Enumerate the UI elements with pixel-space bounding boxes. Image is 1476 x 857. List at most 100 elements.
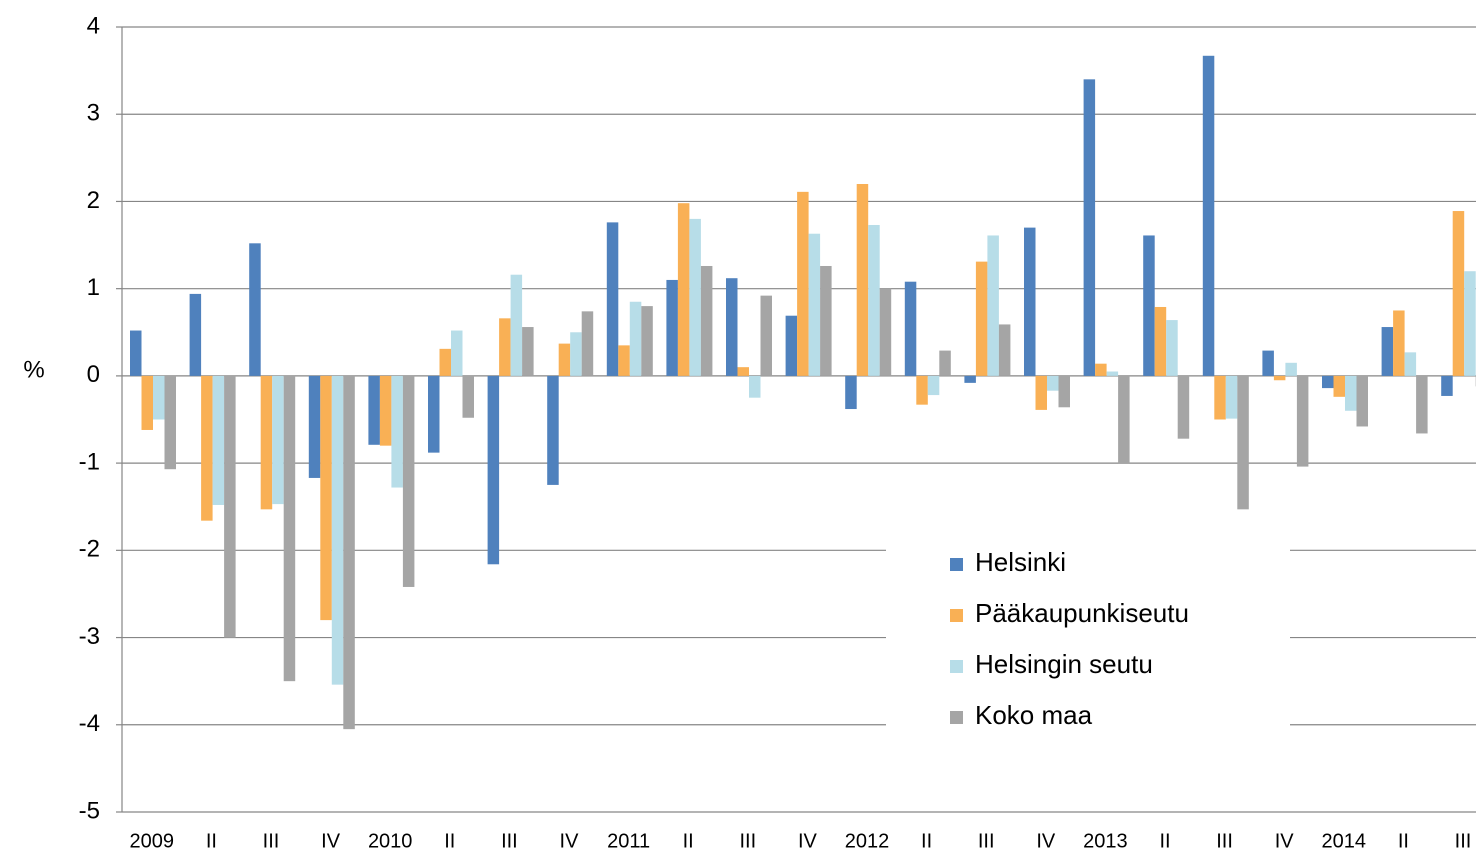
x-tick-label: 2010	[368, 830, 413, 852]
bar	[1452, 211, 1465, 376]
bar	[666, 279, 678, 376]
y-tick-label: -4	[79, 710, 100, 737]
y-tick-label: -5	[79, 797, 100, 824]
bar	[879, 288, 892, 376]
bar	[212, 375, 225, 505]
x-tick-label: 2012	[845, 830, 890, 852]
legend-label: Helsinki	[975, 547, 1066, 577]
bar	[402, 375, 415, 587]
bar	[1118, 375, 1130, 464]
bar	[249, 243, 261, 376]
bar	[606, 222, 619, 376]
bar	[760, 295, 772, 376]
bar	[998, 324, 1011, 376]
x-tick-label: II	[921, 830, 932, 852]
y-tick-label: 3	[87, 100, 100, 127]
bar	[808, 233, 821, 376]
bar	[283, 375, 296, 682]
bar	[1083, 79, 1096, 376]
bar	[1441, 375, 1453, 396]
bar	[1322, 375, 1334, 389]
bar	[964, 375, 976, 383]
bar	[927, 375, 940, 396]
x-tick-label: 2014	[1322, 830, 1367, 852]
x-tick-label: IV	[1036, 830, 1056, 852]
bar	[1177, 375, 1190, 439]
bar	[737, 367, 749, 376]
y-tick-label: 0	[87, 361, 100, 388]
x-tick-label: III	[501, 830, 518, 852]
bar	[189, 293, 202, 376]
bar	[510, 274, 523, 376]
bar	[130, 330, 142, 376]
legend-swatch	[950, 609, 963, 622]
y-tick-label: 4	[87, 12, 100, 39]
y-tick-label: 2	[87, 187, 100, 214]
x-tick-label: III	[263, 830, 280, 852]
bar	[618, 345, 630, 376]
bar	[1345, 375, 1357, 411]
bar	[439, 348, 451, 376]
bar	[1237, 375, 1249, 510]
x-tick-label: II	[683, 830, 694, 852]
bar	[499, 318, 511, 376]
bar	[785, 315, 798, 376]
y-tick-label: -3	[79, 623, 100, 650]
bar	[153, 375, 165, 420]
bar	[462, 375, 474, 418]
bar	[391, 375, 403, 488]
bar	[547, 375, 559, 485]
bar	[1333, 375, 1345, 397]
x-tick-label: II	[1398, 830, 1409, 852]
bar	[939, 350, 951, 376]
bar	[1381, 327, 1394, 376]
x-tick-label: II	[444, 830, 455, 852]
bar	[726, 278, 738, 376]
legend-label: Helsingin seutu	[975, 649, 1153, 679]
bar	[820, 265, 832, 376]
bar	[845, 375, 857, 410]
bar	[581, 311, 594, 376]
bar	[749, 375, 761, 398]
legend: Helsinki Pääkaupunkiseutu Helsingin seutu K…	[886, 540, 1290, 750]
bar	[1154, 306, 1167, 376]
x-tick-label: III	[1216, 830, 1233, 852]
bar	[629, 301, 642, 376]
bar	[975, 261, 988, 376]
bar	[428, 375, 440, 453]
bar	[1296, 375, 1309, 467]
x-tick-label: 2013	[1083, 830, 1128, 852]
bar	[1262, 350, 1274, 376]
x-tick-label: II	[1159, 830, 1170, 852]
x-tick-label: IV	[560, 830, 580, 852]
bar	[1393, 310, 1405, 376]
bar	[1416, 375, 1428, 434]
bar	[868, 224, 880, 376]
x-tick-label: II	[206, 830, 217, 852]
bar	[224, 375, 236, 638]
bar	[201, 375, 213, 521]
bar	[689, 218, 701, 376]
y-tick-label: 1	[87, 274, 100, 301]
bar	[916, 375, 928, 405]
bar	[797, 191, 809, 376]
bar	[164, 375, 176, 470]
bar	[272, 375, 284, 505]
bar	[1058, 375, 1070, 408]
y-tick-label: -2	[79, 536, 100, 563]
bar	[1273, 375, 1286, 381]
bar	[1024, 227, 1036, 376]
bar	[1143, 235, 1155, 376]
bar	[1404, 352, 1417, 376]
y-axis-label: %	[23, 356, 44, 383]
bar	[904, 281, 917, 376]
x-tick-label: 2009	[130, 830, 175, 852]
bar	[343, 375, 355, 730]
legend-swatch	[950, 558, 963, 571]
x-tick-label: III	[1455, 830, 1472, 852]
bar	[320, 375, 332, 621]
bar	[1202, 55, 1215, 376]
bar	[1035, 375, 1047, 410]
x-tick-label: IV	[798, 830, 818, 852]
bar	[1356, 375, 1368, 427]
